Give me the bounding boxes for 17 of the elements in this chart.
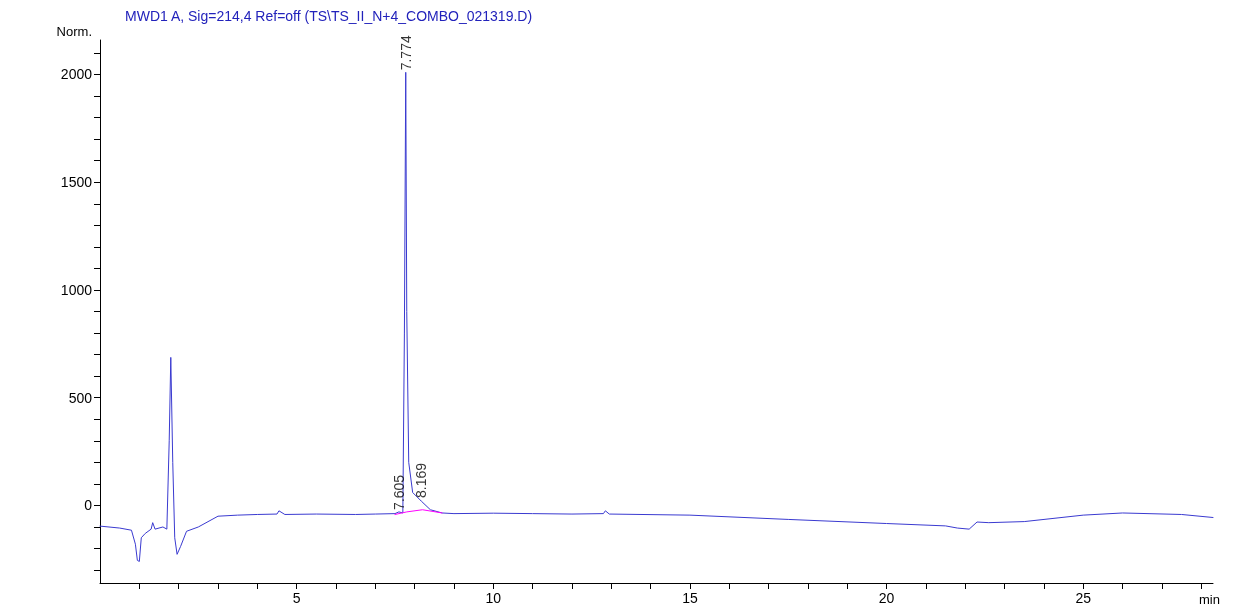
x-tick-label: 20 bbox=[878, 590, 895, 606]
y-tick-label: 1500 bbox=[60, 174, 93, 191]
y-tick-label: 500 bbox=[68, 389, 93, 406]
x-tick-label: 25 bbox=[1075, 590, 1092, 606]
y-tick-label: 1000 bbox=[60, 281, 93, 298]
y-axis-title: Norm. bbox=[56, 24, 92, 39]
y-tick-label: 2000 bbox=[60, 66, 93, 83]
annotation: 7.774 bbox=[397, 35, 414, 71]
x-tick-label: 10 bbox=[485, 590, 502, 606]
line-series bbox=[99, 71, 1214, 562]
y-tick-label: 0 bbox=[84, 497, 93, 514]
annotation: 8.169 bbox=[413, 462, 430, 499]
annotation: 7.605 bbox=[391, 474, 408, 510]
x-axis-title: min bbox=[1199, 592, 1220, 607]
x-tick-label: 5 bbox=[292, 590, 301, 606]
chart-title: MWD1 A, Sig=214,4 Ref=off (TS\TS_II_N+4_COMBO_021319.D) bbox=[125, 8, 533, 24]
x-tick-label: 15 bbox=[682, 590, 698, 606]
